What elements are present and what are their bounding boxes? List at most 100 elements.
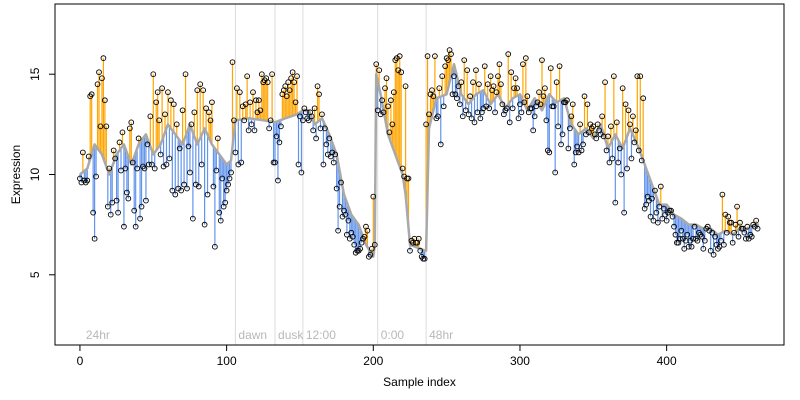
data-point xyxy=(214,135,221,142)
data-point xyxy=(169,187,176,194)
data-point xyxy=(248,121,255,128)
data-point xyxy=(250,89,256,96)
data-point xyxy=(389,121,396,128)
data-point xyxy=(449,91,456,98)
data-point xyxy=(543,117,550,124)
data-point xyxy=(216,209,223,216)
data-point xyxy=(743,235,749,242)
data-point xyxy=(630,113,636,120)
data-point xyxy=(217,217,224,224)
data-point xyxy=(415,235,422,242)
data-point xyxy=(219,175,226,182)
data-point xyxy=(147,113,154,120)
data-point xyxy=(257,107,264,114)
data-point xyxy=(229,59,236,66)
data-point xyxy=(126,125,133,132)
data-point xyxy=(94,81,101,88)
data-point xyxy=(388,97,394,104)
data-point xyxy=(467,93,473,100)
data-point xyxy=(103,123,110,130)
data-point xyxy=(461,57,468,64)
data-point xyxy=(537,101,544,108)
data-point xyxy=(514,85,520,92)
data-point xyxy=(476,81,482,88)
data-point xyxy=(386,129,393,136)
x-tick-label: 0 xyxy=(77,354,84,368)
data-point xyxy=(464,67,471,74)
data-point xyxy=(231,117,237,124)
data-point xyxy=(124,189,130,196)
data-point xyxy=(520,61,526,68)
data-point xyxy=(405,175,412,182)
data-point xyxy=(206,109,212,116)
data-point xyxy=(624,165,630,172)
data-point xyxy=(609,155,616,162)
y-tick-label: 10 xyxy=(28,168,42,182)
data-point xyxy=(633,127,639,134)
data-point xyxy=(473,67,479,74)
data-point xyxy=(244,73,251,80)
data-point xyxy=(481,63,488,70)
data-point xyxy=(170,101,177,108)
data-point xyxy=(128,119,135,126)
data-point xyxy=(150,71,157,78)
data-point xyxy=(468,115,475,122)
data-point xyxy=(247,99,253,106)
data-point xyxy=(376,67,383,74)
data-point xyxy=(635,147,642,154)
data-point xyxy=(373,61,380,68)
data-point xyxy=(621,209,627,216)
data-point xyxy=(669,213,676,220)
data-point xyxy=(291,79,297,86)
data-point xyxy=(542,85,548,92)
data-point xyxy=(323,141,330,148)
data-point xyxy=(153,99,160,106)
data-point xyxy=(737,219,743,226)
y-tick-label: 5 xyxy=(28,271,42,278)
data-point xyxy=(166,155,173,162)
data-point xyxy=(631,139,638,146)
y-tick-label: 15 xyxy=(28,67,42,81)
time-marker-label: 24hr xyxy=(86,328,110,342)
data-point xyxy=(198,161,205,168)
time-marker-label: dawn xyxy=(238,328,267,342)
data-point xyxy=(370,193,377,200)
data-point xyxy=(691,223,698,230)
data-point xyxy=(195,183,202,190)
data-point xyxy=(496,61,503,68)
data-point xyxy=(197,81,204,88)
data-point xyxy=(172,191,179,198)
data-point xyxy=(618,171,625,178)
data-point xyxy=(292,99,299,106)
data-point xyxy=(495,73,501,80)
smoothed-trend-line xyxy=(79,62,760,258)
plot-frame xyxy=(54,3,785,346)
data-point xyxy=(546,149,553,156)
x-tick-label: 100 xyxy=(217,354,237,368)
data-point xyxy=(685,243,692,250)
data-point xyxy=(668,207,674,214)
data-point xyxy=(232,149,239,156)
time-marker-labels: 24hr dawn dusk 12:00 0:00 48hr xyxy=(86,328,453,342)
data-point xyxy=(104,203,111,210)
data-point xyxy=(308,113,315,120)
x-axis: 0 100 200 300 400 xyxy=(77,344,677,368)
data-point xyxy=(578,147,585,154)
data-point xyxy=(465,111,472,118)
data-point xyxy=(342,211,349,218)
data-point xyxy=(225,181,231,188)
data-point xyxy=(455,83,462,90)
data-point xyxy=(539,57,545,64)
data-point xyxy=(484,81,491,88)
data-point xyxy=(429,87,435,94)
data-point xyxy=(471,119,478,126)
data-point xyxy=(518,109,525,116)
data-point xyxy=(486,105,493,112)
data-point xyxy=(442,63,449,70)
data-point xyxy=(138,203,145,210)
data-point xyxy=(380,109,387,116)
data-point xyxy=(351,241,358,248)
data-point xyxy=(97,123,104,130)
data-point xyxy=(286,87,293,94)
